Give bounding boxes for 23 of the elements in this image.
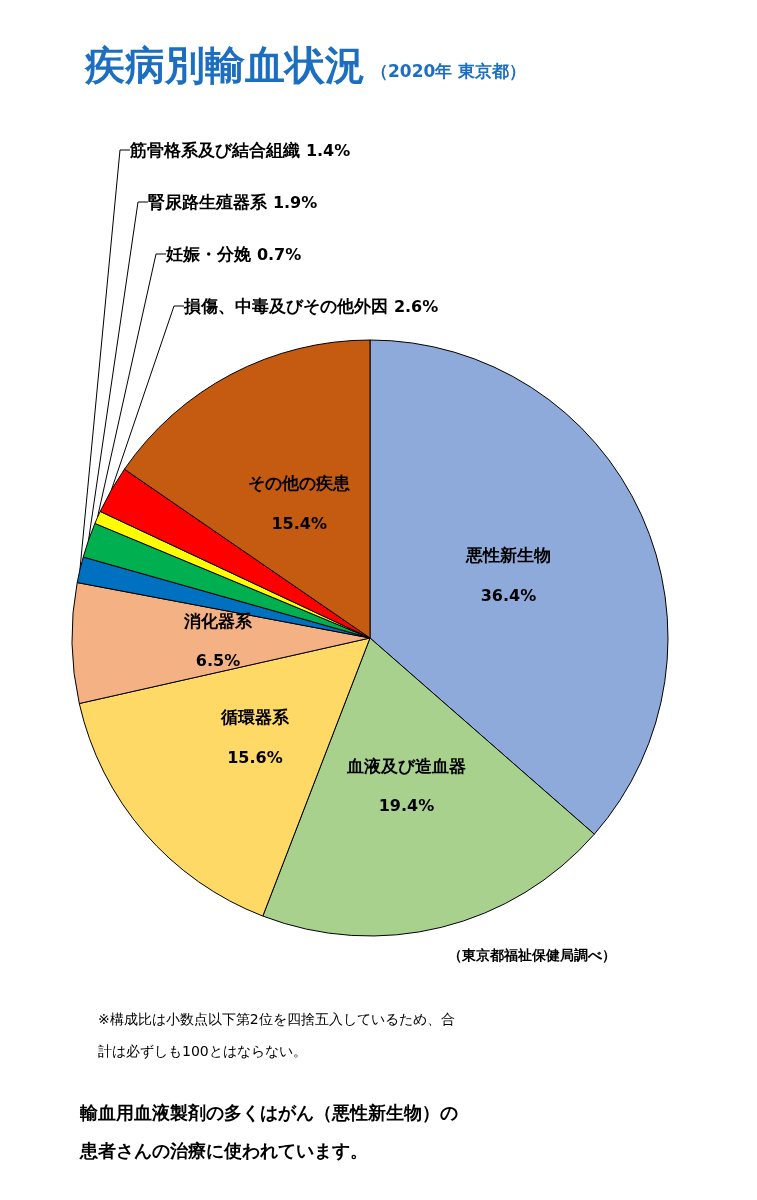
chart-title: 疾病別輸血状況 [84, 42, 365, 88]
data-label: 2.6% [393, 296, 439, 316]
data-label: 1.9% [272, 192, 318, 212]
data-label: 15.4% [271, 513, 327, 533]
data-label: 6.5% [195, 651, 241, 671]
slice-label: 筋骨格系及び結合組織 [129, 140, 306, 160]
text: ※構成比は小数点以下第2位を四捨五入しているため、合計は必ずしも100とはならない。 [98, 1011, 455, 1059]
slice-label: 悪性新生物 [464, 545, 551, 566]
data-label: 19.4% [378, 796, 435, 816]
data-label: 15.6% [227, 747, 283, 767]
slice-label: 腎尿路生殖器系 [148, 192, 273, 212]
data-label: 0.7% [256, 244, 302, 264]
slice-label: 損傷、中毒及びその他外因 [183, 296, 394, 316]
data-label: 36.4% [480, 585, 537, 605]
slice-label: その他の疾患 [248, 473, 352, 494]
data-label: 1.4% [305, 140, 351, 160]
slice-label: 血液及び造血器 [345, 755, 466, 776]
slice-label: 妊娠・分娩 [165, 244, 257, 264]
slice-label: 消化器系 [183, 610, 254, 631]
text: （東京都福祉保健局調べ） [448, 947, 616, 963]
chart-subtitle: （2020年 東京都） [371, 61, 527, 81]
slice-label: 循環器系 [219, 707, 290, 728]
text: 輸血用血液製剤の多くはがん（悪性新生物）の患者さんの治療に使われています。 [79, 1101, 458, 1161]
